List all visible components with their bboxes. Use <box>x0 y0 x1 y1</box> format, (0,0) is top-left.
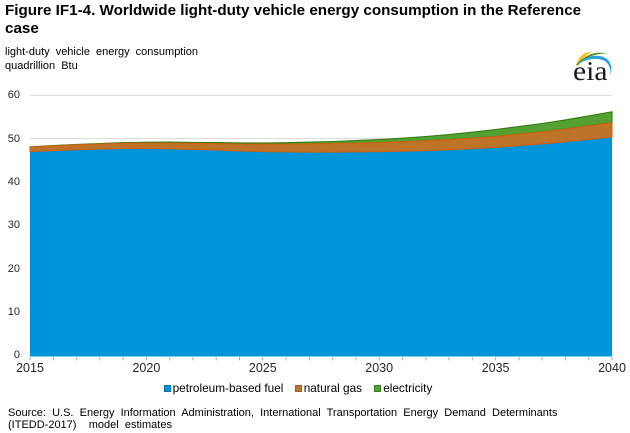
svg-text:eia: eia <box>573 56 608 86</box>
